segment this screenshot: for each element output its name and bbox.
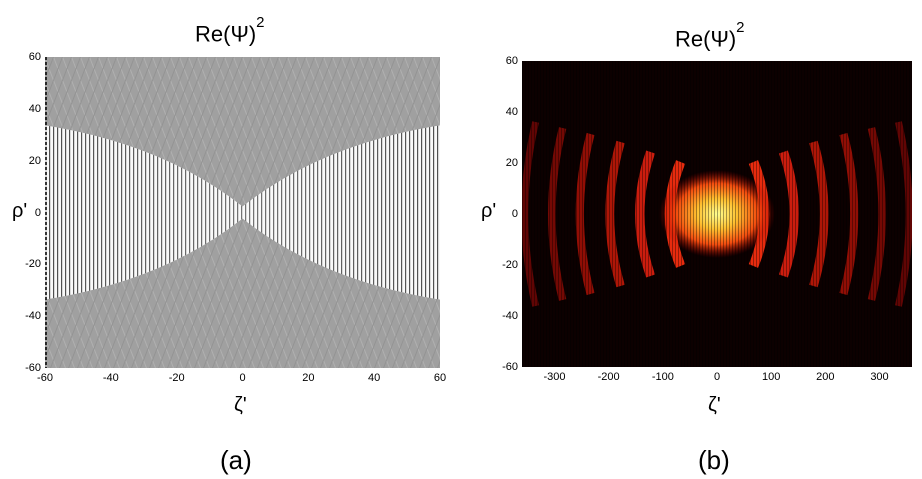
chart-b-xtick: 200 xyxy=(816,371,835,383)
chart-b-lobe-ring xyxy=(778,150,799,278)
chart-a-ylabel: ρ' xyxy=(12,200,28,222)
panel-a: Re(Ψ)2 60 40 20 0 -20 -40 -60 -60 -40 -20 0 20 40 60… xyxy=(12,14,447,475)
chart-a-xtick: -40 xyxy=(102,372,119,384)
chart-b-ytick: 40 xyxy=(505,106,518,118)
chart-b-ytick: 20 xyxy=(505,157,518,169)
chart-a-xtick: 60 xyxy=(433,372,447,384)
chart-b-xtick: 0 xyxy=(713,371,721,383)
chart-b-lobe-ring xyxy=(809,140,829,288)
chart-b-xtick: -200 xyxy=(597,371,620,383)
chart-b-lobe-ring xyxy=(867,127,886,301)
chart-a-ytick: -20 xyxy=(25,258,41,271)
chart-b-title-text: Re(Ψ) xyxy=(675,26,737,52)
chart-a-outer-fringes xyxy=(45,57,440,368)
chart-a-xlabel: ζ' xyxy=(234,394,247,416)
caption-b: (b) xyxy=(698,445,730,475)
chart-a-ytick: 40 xyxy=(28,102,41,115)
chart-b-heatmap xyxy=(522,61,912,367)
chart-b-xlabel: ζ' xyxy=(708,394,721,416)
chart-a-plot-area xyxy=(45,57,440,368)
chart-b-core xyxy=(659,170,775,258)
chart-b-lobe-ring xyxy=(894,121,912,307)
chart-b-ytick: -20 xyxy=(502,259,518,271)
chart-b-ytick: -60 xyxy=(502,361,518,373)
chart-b-stripes xyxy=(522,61,910,367)
chart-b-plot-area xyxy=(522,61,912,367)
chart-b-lobe-ring xyxy=(635,150,656,278)
chart-b-lobe-ring xyxy=(548,127,567,301)
chart-b-xtick: -100 xyxy=(651,371,674,383)
chart-a-ytick: -40 xyxy=(25,310,41,323)
chart-b-lobe-ring xyxy=(605,140,625,288)
chart-a-heatmap xyxy=(45,57,440,368)
chart-a-ytick: 20 xyxy=(28,154,41,167)
chart-a-ytick: 0 xyxy=(34,206,41,219)
chart-b-lobe-ring xyxy=(522,121,540,307)
chart-a-xtick: 20 xyxy=(302,372,315,384)
chart-b-xtick: 100 xyxy=(761,371,781,383)
chart-b-ytick: 0 xyxy=(511,208,518,220)
chart-b-ytick: -40 xyxy=(502,310,518,322)
chart-a-xtick: -20 xyxy=(168,372,185,384)
chart-a-xtick: 0 xyxy=(239,372,246,384)
chart-a-ytick: 60 xyxy=(28,51,41,63)
chart-b-ylabel: ρ' xyxy=(481,200,497,222)
chart-b-xtick: 300 xyxy=(870,371,889,383)
chart-a-title-sup: 2 xyxy=(256,14,265,31)
chart-a-xtick: 40 xyxy=(368,372,381,384)
chart-a-xtick: -60 xyxy=(37,372,53,384)
chart-b-title-sup: 2 xyxy=(736,19,745,36)
caption-a: (a) xyxy=(220,445,252,475)
chart-b-ytick: 60 xyxy=(505,55,518,67)
chart-b-lobe-ring xyxy=(575,132,595,296)
chart-a-title: Re(Ψ)2 xyxy=(195,14,265,47)
chart-b-title: Re(Ψ)2 xyxy=(675,19,745,52)
panel-b: Re(Ψ)2 60 40 20 0 -20 -40 -60 -300 -200 -100 0 100… xyxy=(461,0,922,479)
chart-a-ytick: -60 xyxy=(25,362,41,374)
chart-b-xtick: -300 xyxy=(543,371,566,383)
chart-b-lobe-ring xyxy=(839,132,859,296)
chart-a-title-text: Re(Ψ) xyxy=(195,21,257,47)
